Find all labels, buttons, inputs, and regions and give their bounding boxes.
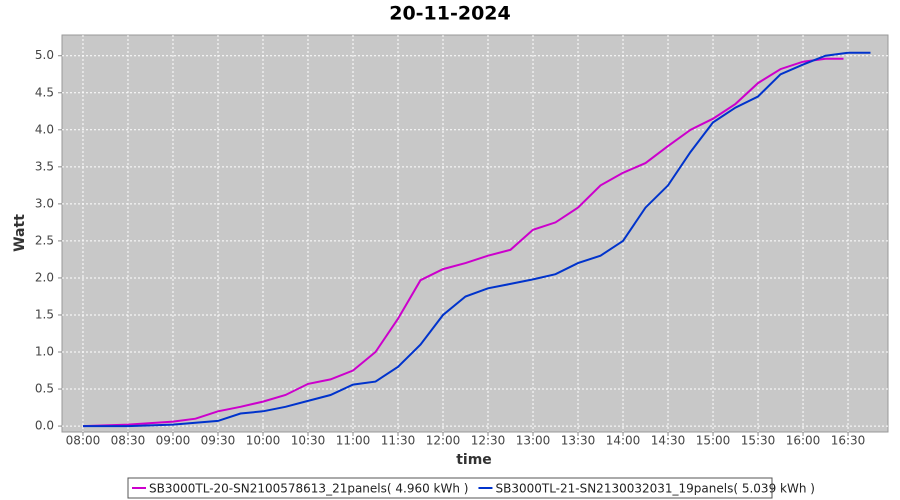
plot-area (61, 34, 889, 433)
x-tick-label: 13:30 (561, 434, 596, 448)
x-tick-label: 14:30 (651, 434, 686, 448)
x-tick-label: 11:30 (381, 434, 416, 448)
y-tick-label: 2.5 (35, 233, 54, 247)
x-tick-label: 09:30 (201, 434, 236, 448)
y-tick-label: 0.5 (35, 382, 54, 396)
y-axis-label: Watt (12, 214, 28, 252)
x-tick-label: 16:30 (831, 434, 866, 448)
series-line (83, 51, 871, 428)
y-tick-label: 1.5 (35, 307, 54, 321)
x-tick-label: 12:00 (426, 434, 461, 448)
y-tick-label: 0.0 (35, 419, 54, 433)
y-tick-label: 5.0 (35, 48, 54, 62)
y-tick-label: 4.0 (35, 122, 54, 136)
x-tick-label: 13:00 (516, 434, 551, 448)
y-tick-label: 3.5 (35, 159, 54, 173)
y-tick-label: 4.5 (35, 85, 54, 99)
x-tick-label: 11:00 (336, 434, 371, 448)
x-tick-label: 09:00 (156, 434, 191, 448)
y-tick-label: 2.0 (35, 270, 54, 284)
legend-label: SB3000TL-20-SN2100578613_21panels( 4.960… (149, 482, 468, 496)
x-tick-label: 16:00 (786, 434, 821, 448)
x-tick-label: 10:00 (246, 434, 281, 448)
series-line (82, 57, 844, 428)
x-tick-label: 12:30 (471, 434, 506, 448)
y-tick-label: 1.0 (35, 345, 54, 359)
y-tick-label: 3.0 (35, 196, 54, 210)
x-tick-label: 14:00 (606, 434, 641, 448)
legend-label: SB3000TL-21-SN2130032031_19panels( 5.039… (495, 482, 814, 496)
x-axis-label: time (456, 452, 492, 468)
x-tick-label: 08:00 (66, 434, 101, 448)
legend (127, 477, 773, 499)
x-tick-label: 15:00 (696, 434, 731, 448)
x-tick-label: 10:30 (291, 434, 326, 448)
chart-title: 20-11-2024 (389, 3, 511, 25)
x-tick-label: 08:30 (111, 434, 146, 448)
x-tick-label: 15:30 (741, 434, 776, 448)
